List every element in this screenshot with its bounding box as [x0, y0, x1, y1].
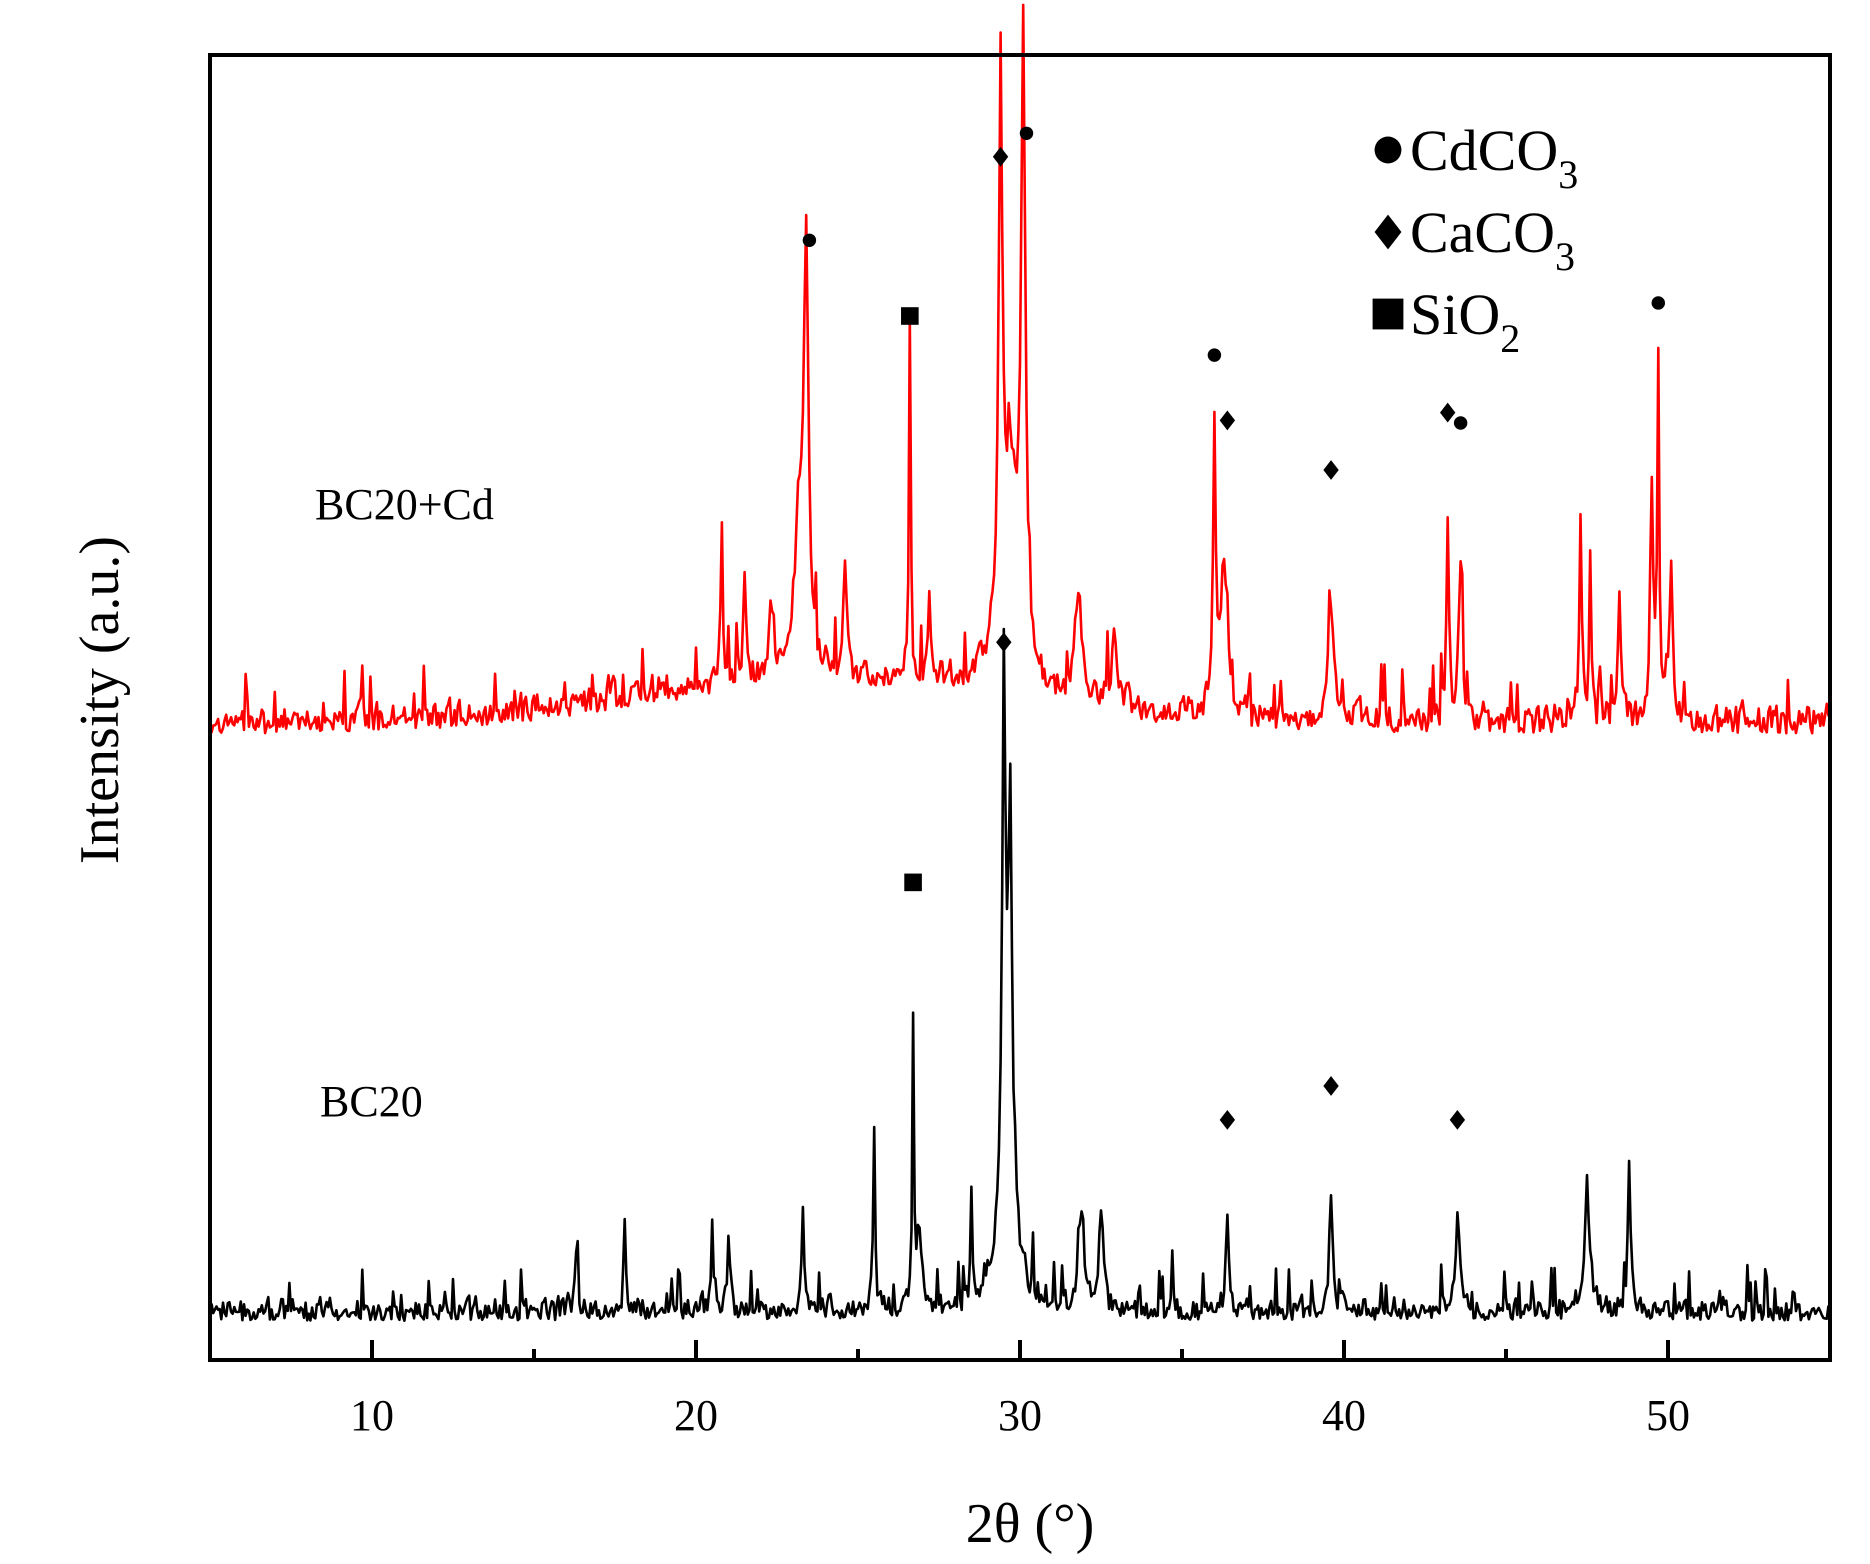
x-tick-label-20: 20 — [674, 1391, 718, 1440]
phase-markers — [802, 126, 1665, 1130]
series-label-bc20: BC20 — [320, 1077, 423, 1126]
legend-label-2: SiO2 — [1410, 282, 1520, 361]
series-line-bc20-cd — [209, 3, 1832, 735]
marker-diamond-bc20-4 — [1449, 1109, 1466, 1130]
x-tick-label-30: 30 — [998, 1391, 1042, 1440]
legend-marker-diamond — [1374, 214, 1402, 250]
x-axis-title: 2θ (°) — [966, 1493, 1095, 1555]
legend-label-1: CaCO3 — [1410, 200, 1575, 279]
marker-diamond-bc20-3 — [1323, 1076, 1339, 1096]
plot-area — [208, 3, 1832, 1322]
x-axis-ticks: 10 20 30 40 50 — [350, 1340, 1690, 1440]
y-axis-title: Intensity (a.u.) — [69, 536, 131, 864]
marker-square-bc20-0 — [904, 873, 922, 892]
x-tick-label-10: 10 — [350, 1391, 394, 1440]
marker-diamond-bc20-2 — [1219, 1109, 1236, 1130]
marker-circle-bc20-cd-0 — [802, 233, 817, 248]
marker-circle-bc20-cd-9 — [1651, 296, 1665, 310]
legend-marker-circle — [1374, 136, 1402, 164]
marker-diamond-bc20-cd-6 — [1323, 460, 1339, 480]
marker-circle-bc20-cd-3 — [1019, 126, 1034, 141]
marker-circle-bc20-cd-8 — [1453, 416, 1468, 430]
marker-diamond-bc20-cd-5 — [1219, 410, 1236, 431]
marker-diamond-bc20-cd-7 — [1440, 402, 1456, 423]
marker-circle-bc20-cd-4 — [1207, 348, 1222, 362]
marker-diamond-bc20-1 — [996, 632, 1012, 653]
series-label-bc20-cd: BC20+Cd — [315, 480, 494, 529]
legend-label-0: CdCO3 — [1410, 118, 1578, 197]
x-tick-label-50: 50 — [1646, 1391, 1690, 1440]
series-line-bc20 — [208, 627, 1832, 1322]
legend-marker-square — [1372, 298, 1404, 330]
marker-diamond-bc20-cd-2 — [992, 146, 1009, 167]
marker-square-bc20-cd-1 — [901, 307, 919, 325]
x-tick-label-40: 40 — [1322, 1391, 1366, 1440]
